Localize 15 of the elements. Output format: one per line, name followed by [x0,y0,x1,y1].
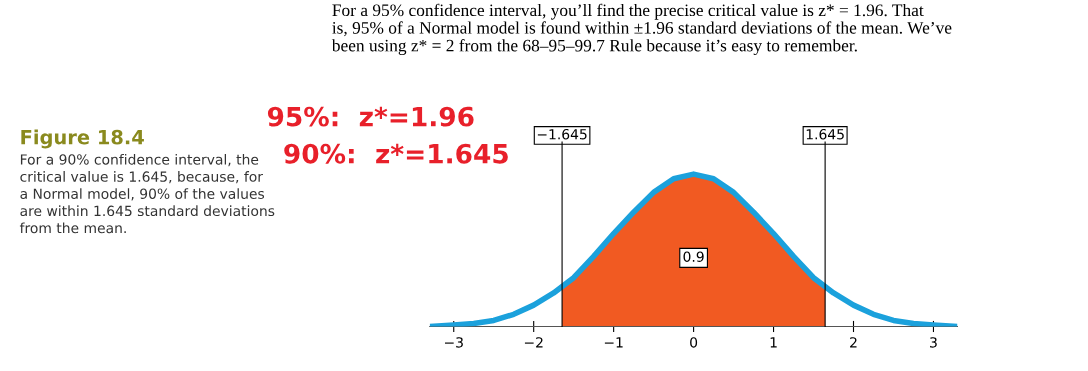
x-tick-label: −2 [524,337,543,348]
ref-line-label: 1.645 [806,128,844,140]
text: 95%: z*=1.96 [267,106,474,127]
x-tick-label: 2 [850,337,857,348]
x-tick-label: 1 [770,337,777,348]
annotation: 0.9 [683,251,704,262]
x-tick-label: 0 [690,337,698,348]
text: For a 95% confidence interval, you’ll find the precise critical value is z* = 1.96. That is, 95% of a Normal model is found within ±1.96 standard deviations of the mean. We’ve been using z* = 2 from the 68–95–99.7 Rule because it’s easy to remember. [331,3,952,56]
ref-line-label: −1.645 [537,128,587,140]
x-tick-label: −3 [444,337,463,348]
text: For a 90% confidence interval, the critical value is 1.645, because, for a Normal model, 90% of the values are within 1.645 standard deviations from the mean. [19,153,275,234]
text: Figure 18.4 [21,129,144,149]
x-tick-label: 3 [930,337,937,348]
text: 90%: z*=1.645 [284,143,508,164]
x-tick-label: −1 [604,337,623,348]
